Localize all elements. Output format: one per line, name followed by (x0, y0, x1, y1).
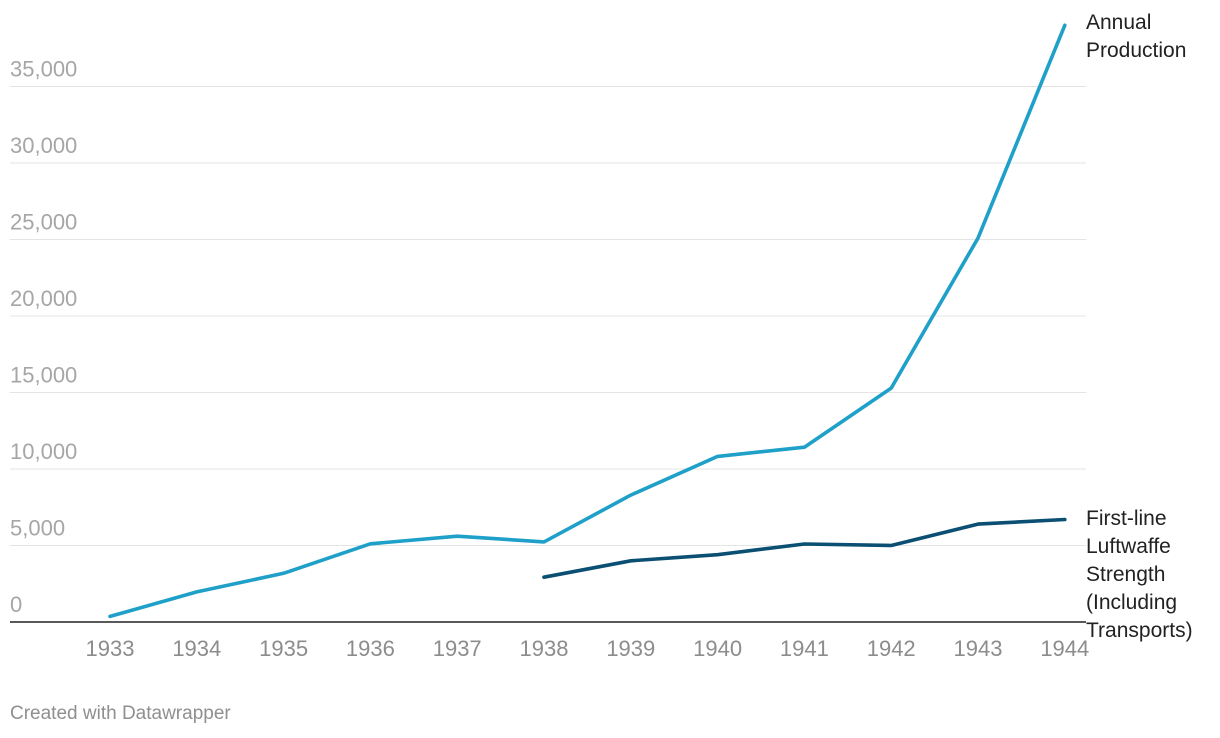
x-tick-label: 1938 (520, 636, 569, 661)
x-tick-label: 1933 (86, 636, 135, 661)
x-tick-label: 1941 (780, 636, 829, 661)
x-tick-label: 1934 (172, 636, 221, 661)
series-line-annual-production (108, 23, 1067, 619)
y-tick-label: 25,000 (10, 210, 77, 235)
x-tick-label: 1939 (606, 636, 655, 661)
y-tick-label: 5,000 (10, 516, 65, 541)
series-label: Transports) (1086, 619, 1193, 642)
gridlines (10, 86, 1086, 623)
y-tick-label: 30,000 (10, 133, 77, 158)
series-label: Production (1086, 39, 1186, 62)
x-tick-label: 1936 (346, 636, 395, 661)
x-axis-ticks: 1933 1934 1935 1936 1937 1938 1939 1940 1941 1942… (86, 636, 1090, 661)
y-tick-label: 10,000 (10, 439, 77, 464)
series-lines (108, 23, 1067, 619)
x-tick-label: 1940 (693, 636, 742, 661)
y-tick-label: 15,000 (10, 363, 77, 388)
y-axis-ticks: 0 5,000 10,000 15,000 20,000 25,000 30,000 35,0… (10, 57, 77, 618)
datawrapper-credit[interactable]: Created with Datawrapper (10, 703, 231, 724)
y-tick-label: 20,000 (10, 286, 77, 311)
x-tick-label: 1944 (1040, 636, 1089, 661)
x-tick-label: 1943 (954, 636, 1003, 661)
series-label: First-line (1086, 507, 1167, 530)
series-label: Strength (1086, 563, 1165, 586)
series-line-first-line-strength (542, 517, 1067, 580)
x-tick-label: 1937 (433, 636, 482, 661)
series-label: Luftwaffe (1086, 535, 1171, 558)
series-label: Annual (1086, 11, 1151, 34)
x-tick-label: 1935 (259, 636, 308, 661)
x-tick-label: 1942 (867, 636, 916, 661)
y-tick-label: 0 (10, 592, 22, 617)
series-label: (Including (1086, 591, 1177, 614)
series-labels: Annual Production First-line Luftwaffe Stren… (1086, 11, 1193, 642)
y-tick-label: 35,000 (10, 57, 77, 82)
